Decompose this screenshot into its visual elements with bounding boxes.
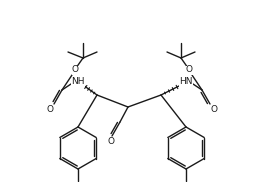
Text: O: O: [47, 104, 54, 114]
Text: O: O: [72, 66, 79, 74]
Text: NH: NH: [71, 78, 85, 86]
Text: O: O: [185, 66, 192, 74]
Text: O: O: [107, 137, 114, 147]
Text: O: O: [210, 104, 218, 114]
Text: HN: HN: [179, 78, 193, 86]
